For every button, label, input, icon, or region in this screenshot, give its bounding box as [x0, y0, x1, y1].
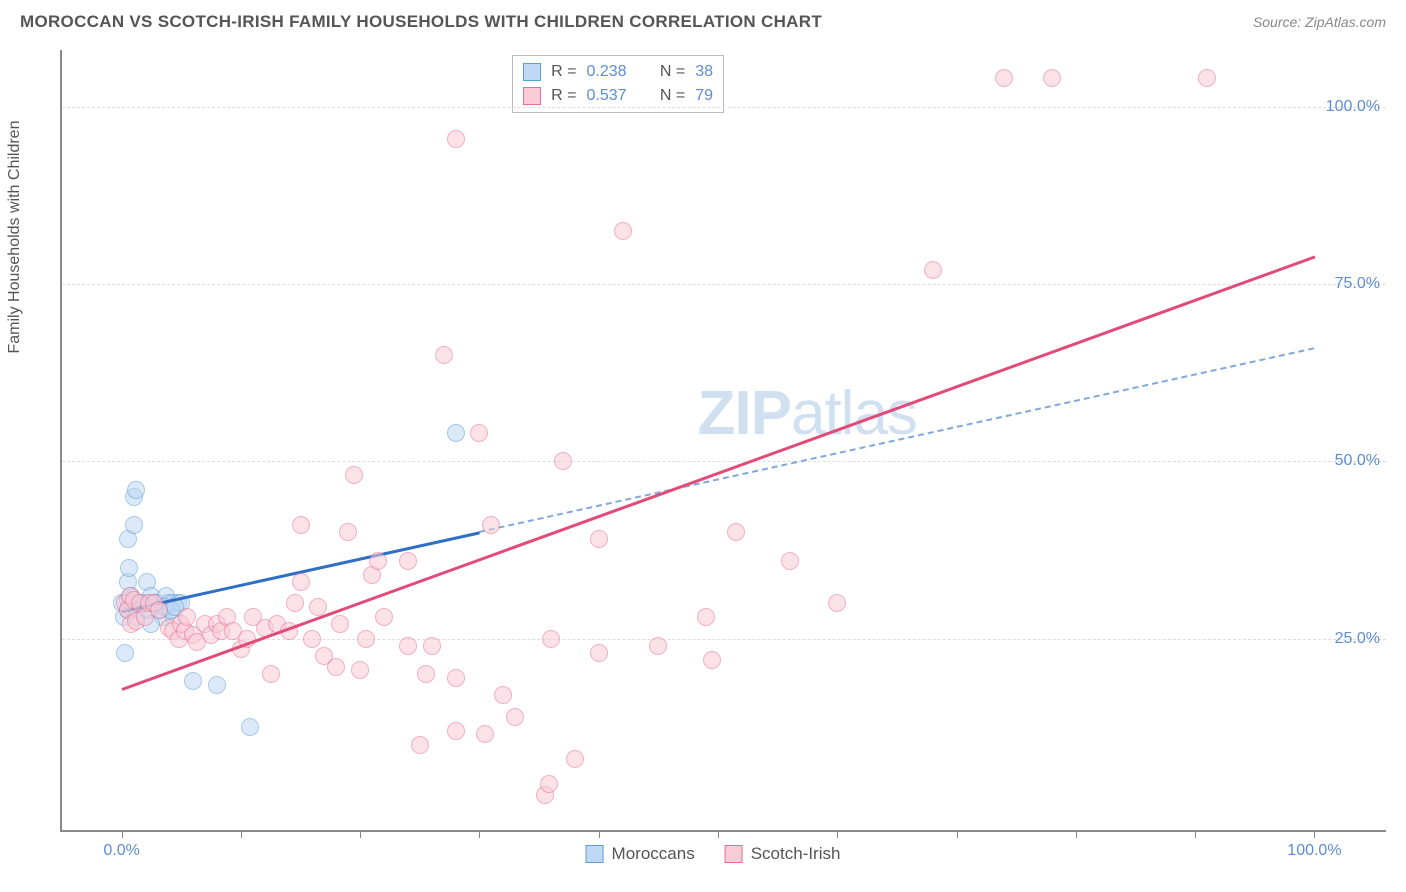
data-point	[125, 516, 143, 534]
regression-line	[121, 256, 1315, 691]
source-link[interactable]: ZipAtlas.com	[1305, 14, 1386, 30]
x-tick-label: 100.0%	[1287, 842, 1341, 860]
data-point	[339, 523, 357, 541]
data-point	[697, 608, 715, 626]
legend-swatch	[586, 845, 604, 863]
x-tick	[1195, 830, 1196, 838]
y-tick-label: 75.0%	[1335, 275, 1380, 293]
data-point	[375, 608, 393, 626]
data-point	[703, 651, 721, 669]
data-point	[292, 516, 310, 534]
data-point	[447, 424, 465, 442]
data-point	[369, 552, 387, 570]
data-point	[331, 615, 349, 633]
gridline-h	[62, 107, 1386, 108]
x-tick	[241, 830, 242, 838]
data-point	[540, 775, 558, 793]
data-point	[542, 630, 560, 648]
data-point	[828, 594, 846, 612]
legend-swatch	[523, 63, 541, 81]
legend-row: R = 0.537 N = 79	[523, 84, 713, 108]
data-point	[417, 665, 435, 683]
legend-item: Scotch-Irish	[725, 844, 841, 864]
y-tick-label: 100.0%	[1326, 98, 1380, 116]
data-point	[649, 637, 667, 655]
x-tick	[957, 830, 958, 838]
gridline-h	[62, 284, 1386, 285]
data-point	[447, 722, 465, 740]
x-tick-label: 0.0%	[103, 842, 139, 860]
x-tick	[599, 830, 600, 838]
y-tick-label: 25.0%	[1335, 630, 1380, 648]
x-tick	[479, 830, 480, 838]
legend-swatch	[523, 87, 541, 105]
x-tick	[360, 830, 361, 838]
data-point	[127, 481, 145, 499]
data-point	[351, 661, 369, 679]
data-point	[423, 637, 441, 655]
data-point	[357, 630, 375, 648]
x-tick	[122, 830, 123, 838]
legend-row: R = 0.238 N = 38	[523, 60, 713, 84]
data-point	[150, 601, 168, 619]
regression-line	[479, 348, 1314, 534]
data-point	[303, 630, 321, 648]
data-point	[924, 261, 942, 279]
x-tick	[718, 830, 719, 838]
data-point	[781, 552, 799, 570]
data-point	[482, 516, 500, 534]
data-point	[566, 750, 584, 768]
data-point	[727, 523, 745, 541]
data-point	[184, 672, 202, 690]
x-tick	[1076, 830, 1077, 838]
x-tick	[837, 830, 838, 838]
chart-area: Family Households with Children ZIPatlas…	[40, 50, 1386, 872]
data-point	[399, 637, 417, 655]
gridline-h	[62, 461, 1386, 462]
data-point	[208, 676, 226, 694]
data-point	[614, 222, 632, 240]
legend-item: Moroccans	[586, 844, 695, 864]
y-tick-label: 50.0%	[1335, 452, 1380, 470]
data-point	[309, 598, 327, 616]
x-tick	[1314, 830, 1315, 838]
data-point	[262, 665, 280, 683]
source-label: Source: ZipAtlas.com	[1253, 14, 1386, 30]
data-point	[447, 130, 465, 148]
data-point	[327, 658, 345, 676]
data-point	[286, 594, 304, 612]
data-point	[494, 686, 512, 704]
data-point	[345, 466, 363, 484]
plot-region: ZIPatlas R = 0.238 N = 38R = 0.537 N = 7…	[60, 50, 1386, 832]
data-point	[411, 736, 429, 754]
data-point	[506, 708, 524, 726]
series-legend: Moroccans Scotch-Irish	[586, 844, 841, 864]
data-point	[399, 552, 417, 570]
legend-swatch	[725, 845, 743, 863]
data-point	[447, 669, 465, 687]
data-point	[435, 346, 453, 364]
data-point	[1198, 69, 1216, 87]
data-point	[590, 644, 608, 662]
chart-title: MOROCCAN VS SCOTCH-IRISH FAMILY HOUSEHOL…	[20, 12, 822, 32]
y-axis-label: Family Households with Children	[6, 121, 24, 354]
data-point	[470, 424, 488, 442]
data-point	[554, 452, 572, 470]
data-point	[995, 69, 1013, 87]
data-point	[476, 725, 494, 743]
data-point	[116, 644, 134, 662]
correlation-legend: R = 0.238 N = 38R = 0.537 N = 79	[512, 55, 724, 113]
data-point	[120, 559, 138, 577]
data-point	[178, 608, 196, 626]
data-point	[590, 530, 608, 548]
data-point	[1043, 69, 1061, 87]
data-point	[241, 718, 259, 736]
data-point	[292, 573, 310, 591]
